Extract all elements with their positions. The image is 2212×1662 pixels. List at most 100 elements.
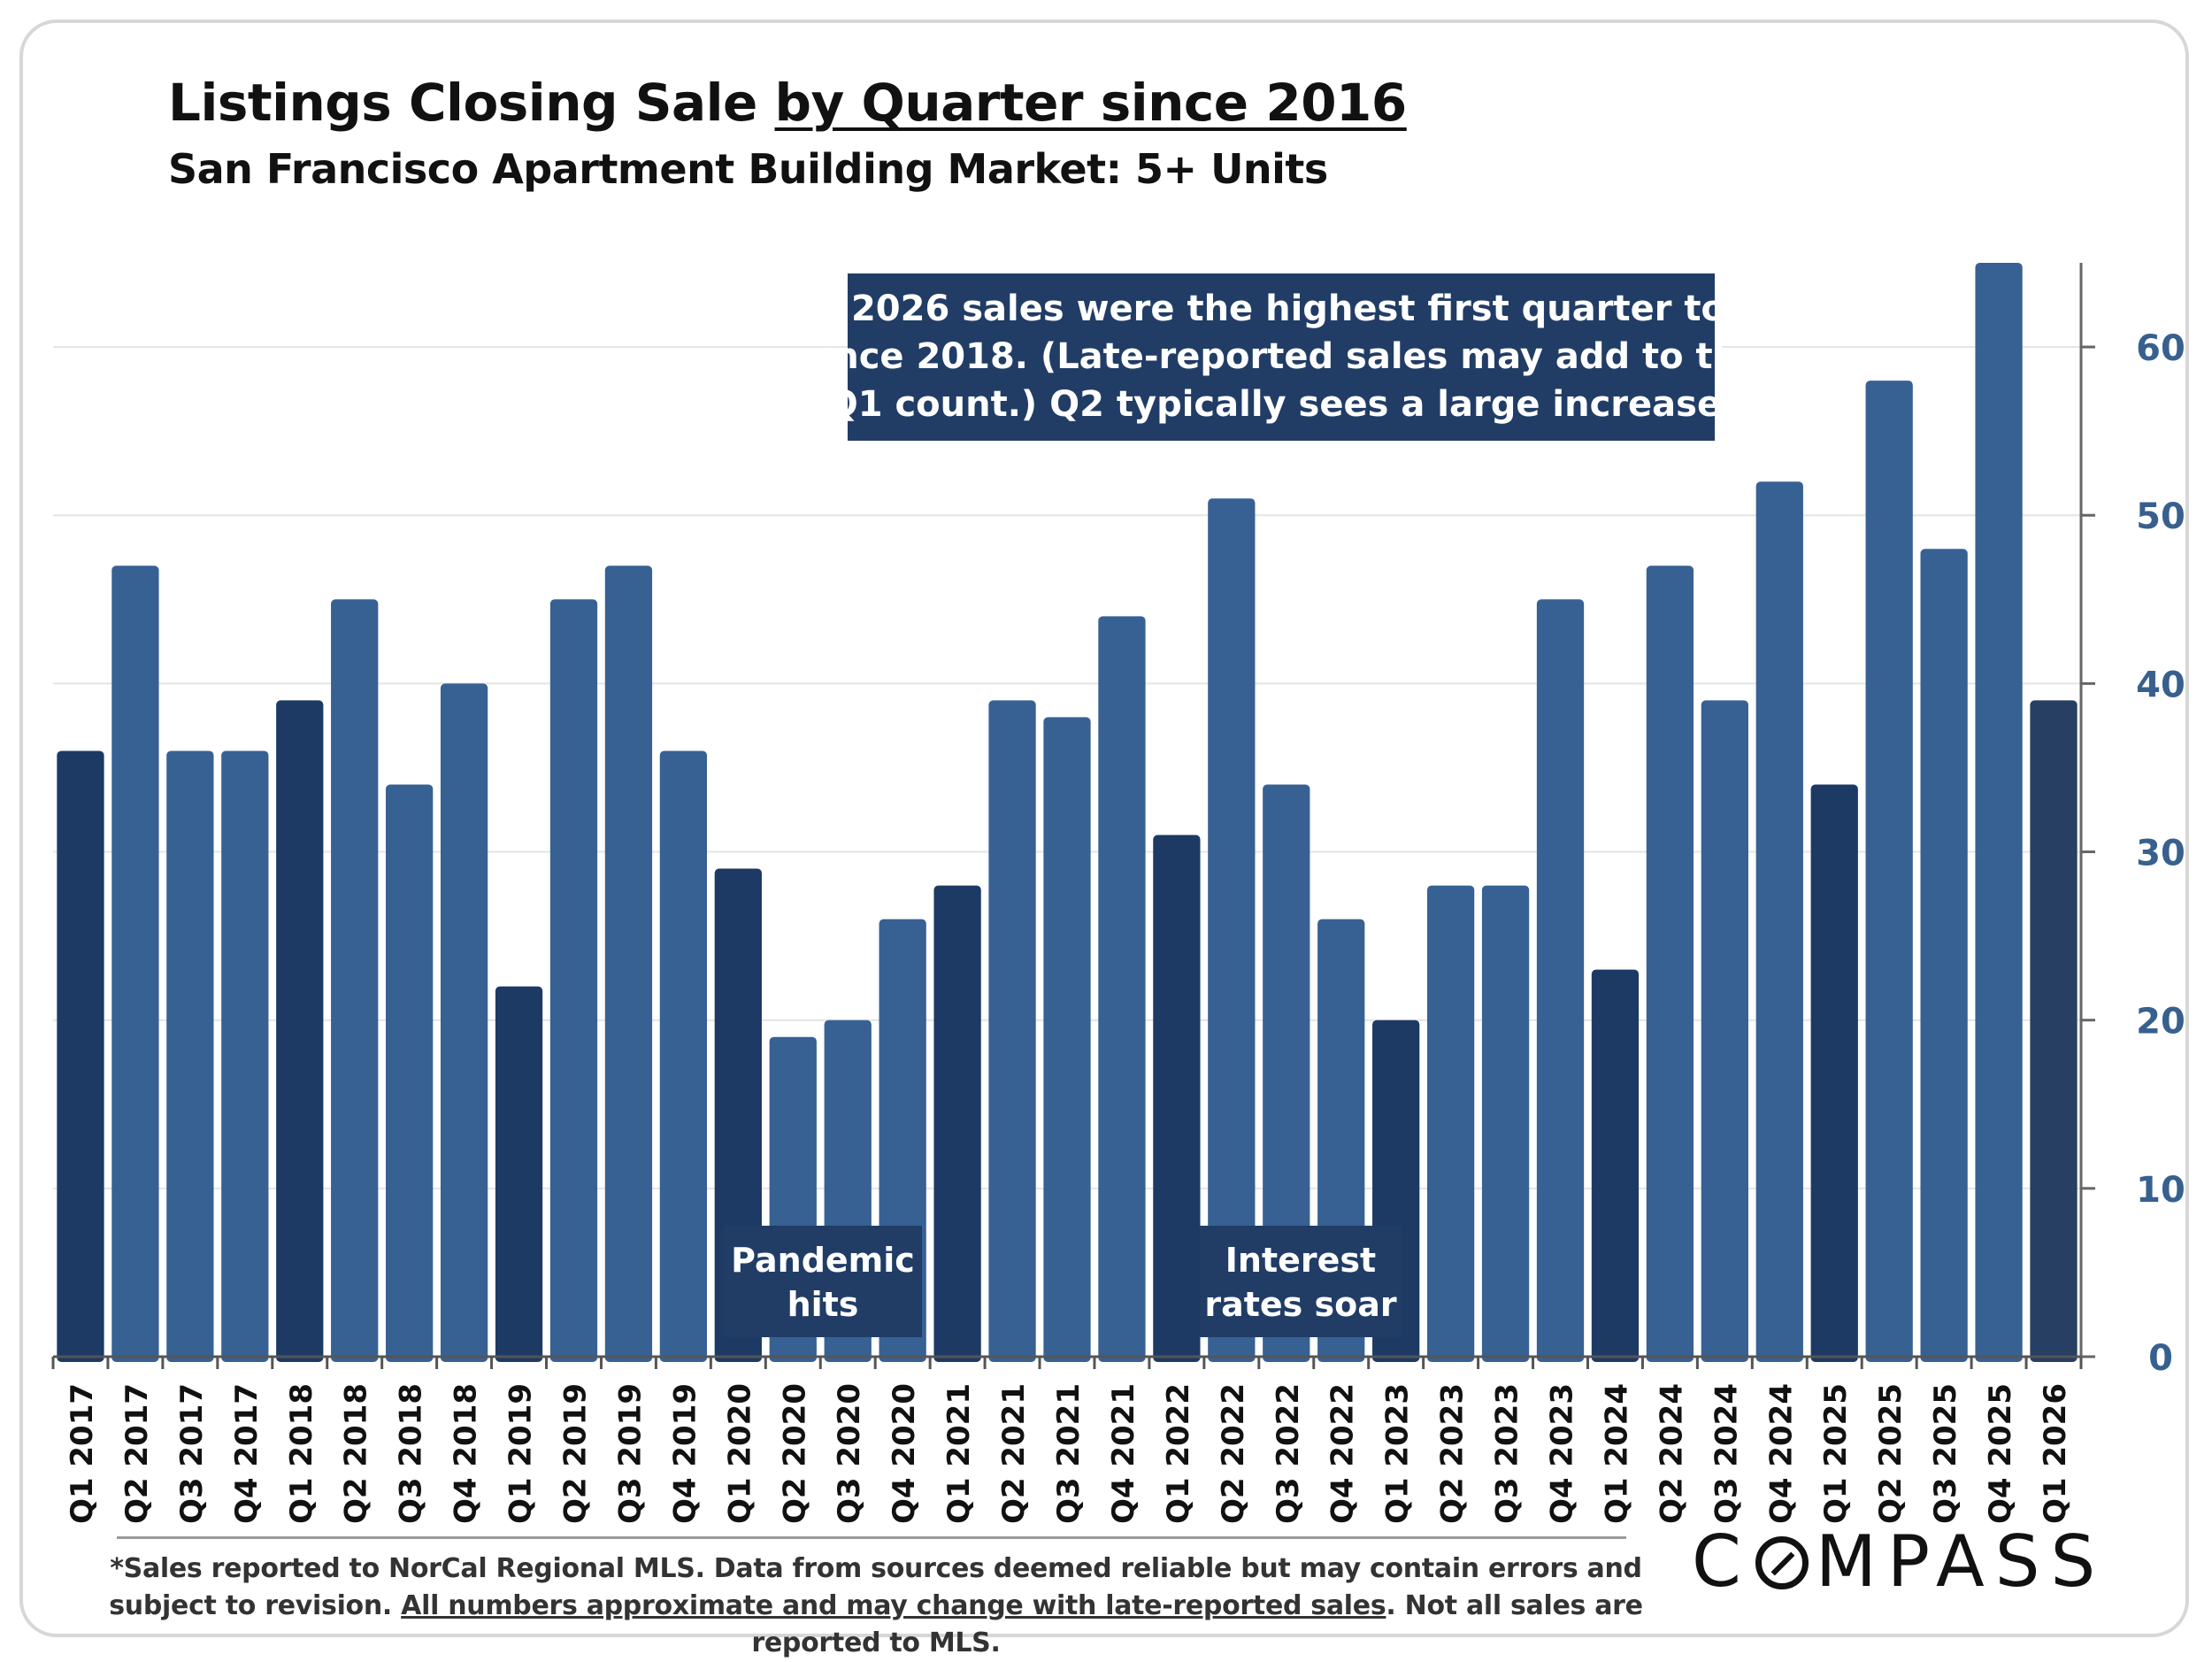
- bar-q4-2018: [440, 683, 488, 1362]
- x-tick-label-q4-2023: Q4 2023: [1545, 1383, 1580, 1524]
- x-tick-label-q3-2020: Q3 2020: [832, 1383, 867, 1524]
- title-underlined: by Quarter since 2016: [774, 73, 1408, 133]
- y-tick-label-30: 30: [2136, 834, 2185, 874]
- bar-q2-2022: [1208, 498, 1256, 1362]
- x-tick-label-q2-2022: Q2 2022: [1216, 1383, 1251, 1524]
- x-tick-label-q3-2022: Q3 2022: [1271, 1383, 1306, 1524]
- x-tick-label-q1-2023: Q1 2023: [1380, 1383, 1416, 1524]
- x-tick-label-q1-2025: Q1 2025: [1818, 1383, 1854, 1524]
- x-tick-label-q4-2024: Q4 2024: [1763, 1383, 1799, 1524]
- x-tick-label-q4-2022: Q4 2022: [1325, 1383, 1361, 1524]
- bar-q2-2018: [331, 599, 379, 1362]
- x-tick-label-q4-2017: Q4 2017: [229, 1383, 265, 1524]
- y-tick-label-10: 10: [2136, 1170, 2185, 1211]
- y-tick-label-50: 50: [2136, 496, 2185, 537]
- title-main: Listings Closing Sale: [168, 73, 775, 133]
- x-tick-label-q3-2025: Q3 2025: [1928, 1383, 1963, 1524]
- footnote-text-2: . Not all sales are reported to MLS.: [751, 1590, 1643, 1658]
- interest-rates-note-line-2: rates soar: [1204, 1285, 1397, 1324]
- chart-subtitle: San Francisco Apartment Building Market:…: [168, 145, 1328, 193]
- y-tick-label-20: 20: [2136, 1002, 2185, 1043]
- x-tick-label-q2-2023: Q2 2023: [1435, 1383, 1471, 1524]
- logo-text-start: C: [1692, 1520, 1752, 1603]
- bar-q3-2024: [1701, 700, 1748, 1362]
- bar-q4-2024: [1755, 481, 1803, 1362]
- x-tick-label-q3-2019: Q3 2019: [612, 1383, 648, 1524]
- x-tick-label-q2-2021: Q2 2021: [996, 1383, 1032, 1524]
- bar-q4-2025: [1975, 263, 2023, 1362]
- x-tick-label-q4-2018: Q4 2018: [449, 1383, 484, 1524]
- x-tick-label-q1-2019: Q1 2019: [503, 1383, 539, 1524]
- bar-q1-2017: [57, 750, 104, 1362]
- x-tick-label-q2-2020: Q2 2020: [777, 1383, 812, 1524]
- x-tick-label-q4-2019: Q4 2019: [667, 1383, 703, 1524]
- bar-q2-2023: [1426, 885, 1475, 1362]
- logo-text-end: MPASS: [1815, 1520, 2107, 1603]
- bar-q3-2019: [604, 566, 653, 1362]
- bar-q2-2019: [549, 599, 598, 1362]
- bar-q3-2025: [1920, 549, 1968, 1362]
- bar-q3-2022: [1263, 784, 1310, 1362]
- bar-q1-2021: [933, 885, 981, 1362]
- bars: [57, 263, 2078, 1363]
- pandemic-note-box: [724, 1226, 922, 1337]
- x-tick-label-q3-2023: Q3 2023: [1490, 1383, 1525, 1524]
- bar-q1-2025: [1810, 784, 1858, 1362]
- q1-2026-note-line-2: since 2018. (Late-reported sales may add…: [801, 336, 1763, 377]
- x-tick-label-q3-2017: Q3 2017: [174, 1383, 210, 1524]
- q1-2026-note-line-3: Q1 count.) Q2 typically sees a large inc…: [828, 384, 1735, 425]
- x-tick-label-q1-2017: Q1 2017: [65, 1383, 100, 1524]
- bar-q3-2021: [1043, 717, 1091, 1362]
- footnote-underlined: All numbers approximate and may change w…: [401, 1590, 1386, 1621]
- pandemic-note-line-2: hits: [787, 1285, 859, 1324]
- interest-rates-note-line-1: Interest: [1225, 1241, 1376, 1280]
- x-tick-label-q1-2022: Q1 2022: [1161, 1383, 1196, 1524]
- bar-q4-2023: [1536, 599, 1585, 1362]
- x-tick-label-q3-2021: Q3 2021: [1051, 1383, 1087, 1524]
- bar-q4-2021: [1098, 616, 1146, 1362]
- interest-rates-note-box: [1200, 1226, 1402, 1337]
- compass-o-icon: [1755, 1536, 1809, 1589]
- bar-q2-2024: [1646, 566, 1694, 1362]
- bar-q2-2021: [988, 700, 1036, 1362]
- interest-rates-note: Interest rates soar: [1200, 1226, 1402, 1337]
- x-tick-label-q1-2018: Q1 2018: [284, 1383, 319, 1524]
- pandemic-note-line-1: Pandemic: [731, 1241, 915, 1280]
- q1-2026-note-box: [848, 273, 1715, 441]
- annotations: Q1 2026 sales were the highest first qua…: [724, 273, 1778, 1337]
- footnote: *Sales reported to NorCal Regional MLS. …: [97, 1550, 1655, 1662]
- x-tick-label-q2-2018: Q2 2018: [339, 1383, 374, 1524]
- x-tick-label-q3-2024: Q3 2024: [1709, 1383, 1744, 1524]
- bar-q2-2025: [1865, 381, 1913, 1363]
- pandemic-note: Pandemic hits: [724, 1226, 922, 1337]
- y-tick-label-60: 60: [2136, 328, 2185, 369]
- compass-logo: C MPASS: [1692, 1520, 2106, 1603]
- bar-q1-2026: [2030, 700, 2078, 1362]
- x-tick-label-q4-2025: Q4 2025: [1983, 1383, 2018, 1524]
- bar-q1-2018: [276, 700, 324, 1362]
- x-tick-label-q1-2021: Q1 2021: [941, 1383, 977, 1524]
- bar-q3-2017: [166, 750, 214, 1362]
- x-tick-label-q2-2025: Q2 2025: [1873, 1383, 1909, 1524]
- axes: [51, 263, 2095, 1369]
- x-tick-label-q2-2019: Q2 2019: [557, 1383, 593, 1524]
- q1-2026-note-line-1: Q1 2026 sales were the highest first qua…: [784, 289, 1778, 329]
- x-tick-label-q4-2021: Q4 2021: [1106, 1383, 1141, 1524]
- y-tick-label-40: 40: [2136, 665, 2185, 705]
- bar-q1-2019: [495, 986, 543, 1362]
- x-tick-label-q1-2026: Q1 2026: [2038, 1383, 2073, 1524]
- x-tick-label-q2-2024: Q2 2024: [1654, 1383, 1689, 1524]
- x-tick-label-q1-2024: Q1 2024: [1599, 1383, 1634, 1524]
- bar-q1-2022: [1153, 835, 1201, 1362]
- q1-2026-note: Q1 2026 sales were the highest first qua…: [784, 273, 1778, 441]
- y-tick-label-0: 0: [2148, 1338, 2173, 1379]
- footer-divider: [117, 1536, 1626, 1539]
- x-tick-label-q4-2020: Q4 2020: [887, 1383, 922, 1524]
- bar-q1-2024: [1591, 969, 1640, 1362]
- x-tick-label-q3-2018: Q3 2018: [394, 1383, 429, 1524]
- bar-q4-2019: [659, 750, 708, 1362]
- bar-q3-2023: [1481, 885, 1530, 1362]
- x-tick-label-q2-2017: Q2 2017: [119, 1383, 155, 1524]
- x-tick-label-q1-2020: Q1 2020: [722, 1383, 757, 1524]
